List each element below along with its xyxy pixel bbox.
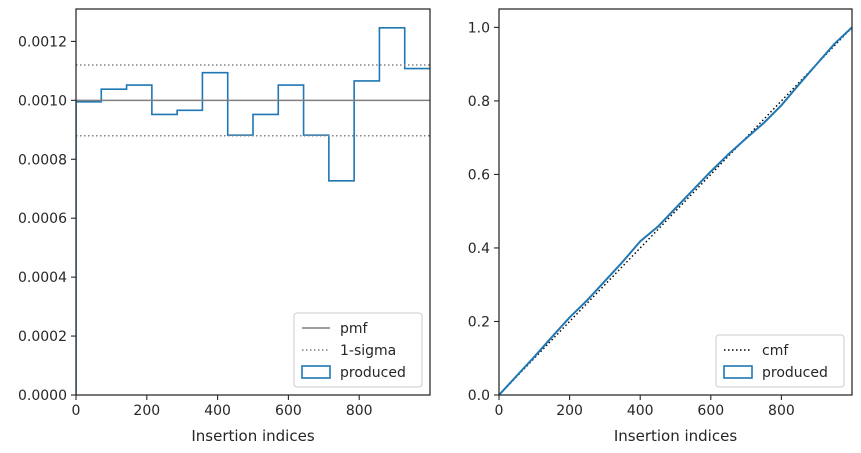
x-tick-label: 200 xyxy=(133,403,160,419)
plot-area xyxy=(76,27,430,395)
x-tick-label: 800 xyxy=(768,403,795,419)
y-tick-label: 0.8 xyxy=(468,94,490,110)
x-tick-label: 0 xyxy=(495,403,504,419)
legend: cmf produced xyxy=(715,334,845,388)
legend-label-pmf: pmf xyxy=(340,321,369,337)
series-produced-line xyxy=(499,26,852,395)
y-tick-label: 0.0012 xyxy=(18,34,67,50)
legend-label-1-sigma: 1-sigma xyxy=(340,343,396,359)
legend-frame xyxy=(715,334,845,388)
y-tick-label: 0.6 xyxy=(468,167,490,183)
plot-area xyxy=(499,26,852,395)
x-axis-label: Insertion indices xyxy=(191,427,314,445)
legend-label-produced: produced xyxy=(340,365,406,381)
y-tick-label: 0.0006 xyxy=(18,211,67,227)
series-cmf-line xyxy=(499,26,852,395)
pmf-histogram-panel: 0 200 400 600 800 0.0000 0.0002 0.0004 0.0006 0.0… xyxy=(18,8,431,445)
y-tick-label: 0.0004 xyxy=(18,270,67,286)
y-tick-label: 0.0 xyxy=(468,388,490,404)
y-tick-label: 0.4 xyxy=(468,241,490,257)
legend: pmf 1-sigma produced xyxy=(293,312,423,388)
axes-frame xyxy=(75,8,431,396)
x-tick-label: 200 xyxy=(556,403,583,419)
x-tick-label: 600 xyxy=(697,403,724,419)
y-tick-label: 0.0010 xyxy=(18,93,67,109)
x-axis-label: Insertion indices xyxy=(614,427,737,445)
x-tick-label: 0 xyxy=(72,403,81,419)
legend-swatch-produced xyxy=(723,365,753,379)
x-tick-label: 400 xyxy=(627,403,654,419)
x-tick-label: 800 xyxy=(346,403,373,419)
y-tick-label: 0.0002 xyxy=(18,329,67,345)
y-tick-label: 0.2 xyxy=(468,314,490,330)
y-tick-label: 0.0000 xyxy=(18,388,67,404)
legend-label-cmf: cmf xyxy=(762,343,789,359)
y-tick-label: 1.0 xyxy=(468,20,490,36)
legend-frame xyxy=(293,312,423,388)
y-tick-label: 0.0008 xyxy=(18,152,67,168)
legend-label-produced: produced xyxy=(762,365,828,381)
cmf-panel: 0 200 400 600 800 0.0 0.2 0.4 0.6 0.8 1.0 Insertion… xyxy=(468,8,853,445)
legend-swatch-produced xyxy=(301,365,331,379)
x-tick-label: 600 xyxy=(275,403,302,419)
axes-frame xyxy=(498,8,853,396)
x-tick-label: 400 xyxy=(204,403,231,419)
